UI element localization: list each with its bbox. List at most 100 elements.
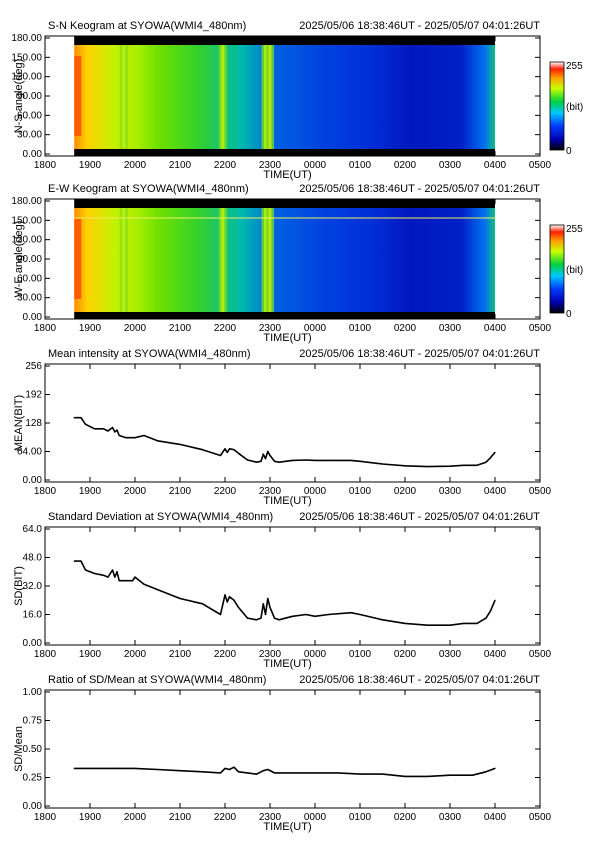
- colorbar-unit-label: (bit): [566, 265, 583, 276]
- data-point: [143, 583, 145, 585]
- data-point: [114, 576, 116, 578]
- ratio-chart-y-axis-label: SD/Mean: [13, 726, 25, 772]
- data-point: [278, 461, 280, 463]
- ratio-chart-x-tick-label: 0300: [439, 812, 462, 823]
- keogram-1-x-tick-label: 0100: [349, 323, 372, 334]
- mean-intensity-chart-y-axis-label: MEAN(BIT): [13, 395, 25, 451]
- mean-intensity-chart: Mean intensity at SYOWA(WMI4_480nm) 2025/…: [13, 348, 552, 507]
- data-point: [264, 613, 267, 616]
- keogram-image: [74, 36, 495, 156]
- std-dev-chart-x-tick-label: 0200: [394, 649, 417, 660]
- data-point: [269, 606, 271, 608]
- std-dev-chart-frame: [44, 526, 541, 646]
- data-point: [111, 426, 114, 429]
- colorbar-gradient: [549, 61, 565, 151]
- data-point: [494, 451, 496, 453]
- keogram-1-x-tick-label: 2300: [259, 323, 282, 334]
- data-point: [111, 569, 114, 571]
- mean-intensity-chart-y-tick-label: 128: [25, 418, 42, 429]
- data-point: [255, 773, 258, 775]
- data-point: [494, 767, 496, 769]
- ratio-chart-x-tick-label: 2000: [124, 812, 147, 823]
- keogram-1-y-axis-label: W-E angle(deg): [13, 221, 25, 298]
- keogram-0-y-tick-label: 30.00: [17, 130, 42, 141]
- ratio-chart-x-axis-label: TIME(UT): [263, 821, 311, 833]
- data-point: [132, 437, 134, 439]
- data-point: [237, 771, 240, 773]
- data-point: [305, 613, 307, 616]
- data-point: [116, 571, 118, 573]
- keogram-0-y-tick-label: 150.00: [11, 52, 42, 63]
- data-point: [269, 454, 271, 457]
- data-point: [462, 464, 465, 466]
- mean-intensity-chart-y-tick-label: 0.00: [23, 475, 43, 486]
- keogram-start-core: [74, 219, 82, 299]
- data-point: [107, 430, 109, 432]
- data-point: [404, 775, 406, 777]
- keogram-0-x-tick-label: 1800: [34, 160, 57, 171]
- data-point: [84, 569, 87, 571]
- ratio-chart-x-tick-label: 0000: [304, 812, 327, 823]
- data-point: [327, 459, 330, 462]
- keogram-0-title: S-N Keogram at SYOWA(WMI4_480nm): [48, 20, 246, 32]
- std-dev-chart-y-axis-label: SD(BIT): [13, 566, 25, 606]
- data-point: [179, 443, 181, 445]
- data-point: [278, 619, 280, 621]
- mean-intensity-chart-x-tick-label: 0300: [439, 486, 462, 497]
- keogram-1-y-tick-label: 150.00: [11, 215, 42, 226]
- data-point: [350, 612, 352, 614]
- data-point: [494, 599, 496, 601]
- mean-intensity-chart-y-tick-label: 192: [25, 390, 42, 401]
- data-point: [134, 437, 136, 439]
- keogram-1-x-tick-label: 2000: [124, 323, 147, 334]
- ratio-chart-y-tick-label: 0.00: [23, 801, 43, 812]
- keogram-bright-band-core: [221, 45, 225, 149]
- keogram-bright-band-core: [122, 208, 126, 312]
- ratio-chart-x-tick-label: 0100: [349, 812, 372, 823]
- keogram-1-y-tick-label: 90.00: [17, 254, 42, 265]
- data-point: [228, 448, 231, 450]
- mean-intensity-chart-title: Mean intensity at SYOWA(WMI4_480nm): [48, 348, 251, 360]
- data-point: [125, 437, 127, 439]
- data-point: [291, 772, 294, 774]
- data-point: [80, 560, 82, 562]
- data-point: [219, 772, 222, 774]
- data-point: [314, 459, 316, 462]
- data-point: [228, 596, 231, 598]
- data-point: [246, 459, 249, 461]
- data-point: [255, 461, 258, 463]
- std-dev-chart-x-tick-label: 2100: [169, 649, 192, 660]
- keogram-panels: S-N Keogram at SYOWA(WMI4_480nm) 2025/05/…: [11, 20, 583, 344]
- data-point: [156, 768, 159, 771]
- keogram-0-x-tick-label: 0100: [349, 160, 372, 171]
- data-point: [89, 767, 91, 769]
- keogram-1-y-tick-label: 120.00: [11, 235, 42, 246]
- keogram-1-x-tick-label: 0400: [484, 323, 507, 334]
- data-point: [273, 772, 276, 774]
- keogram-1-x-tick-label: 0500: [529, 323, 552, 334]
- keogram-0-x-tick-label: 2300: [259, 160, 282, 171]
- mean-intensity-chart-x-tick-label: 0500: [529, 486, 552, 497]
- data-point: [260, 617, 262, 619]
- data-point: [102, 574, 105, 576]
- ratio-chart-title: Ratio of SD/Mean at SYOWA(WMI4_480nm): [48, 674, 266, 686]
- data-point: [462, 622, 465, 625]
- keogram-0-x-tick-label: 1900: [79, 160, 102, 171]
- data-point: [267, 597, 269, 600]
- colorbar: 255 (bit) 0: [549, 224, 583, 320]
- keogram-horizon-band-bottom: [74, 312, 495, 319]
- data-point: [246, 772, 249, 774]
- std-dev-chart: Standard Deviation at SYOWA(WMI4_480nm) 2…: [13, 511, 552, 670]
- data-point: [237, 606, 240, 608]
- ratio-chart-time-range: 2025/05/06 18:38:46UT - 2025/05/07 04:01…: [299, 674, 540, 686]
- data-point: [233, 599, 235, 601]
- keogram-0-x-tick-label: 0300: [439, 160, 462, 171]
- std-dev-chart-x-tick-label: 0100: [349, 649, 372, 660]
- data-point: [93, 428, 96, 430]
- data-point: [179, 770, 181, 772]
- data-point: [267, 768, 269, 771]
- colorbar-gradient: [549, 224, 565, 314]
- colorbar: 255 (bit) 0: [549, 61, 583, 157]
- data-point: [93, 572, 96, 575]
- mean-intensity-chart-x-tick-label: 0400: [484, 486, 507, 497]
